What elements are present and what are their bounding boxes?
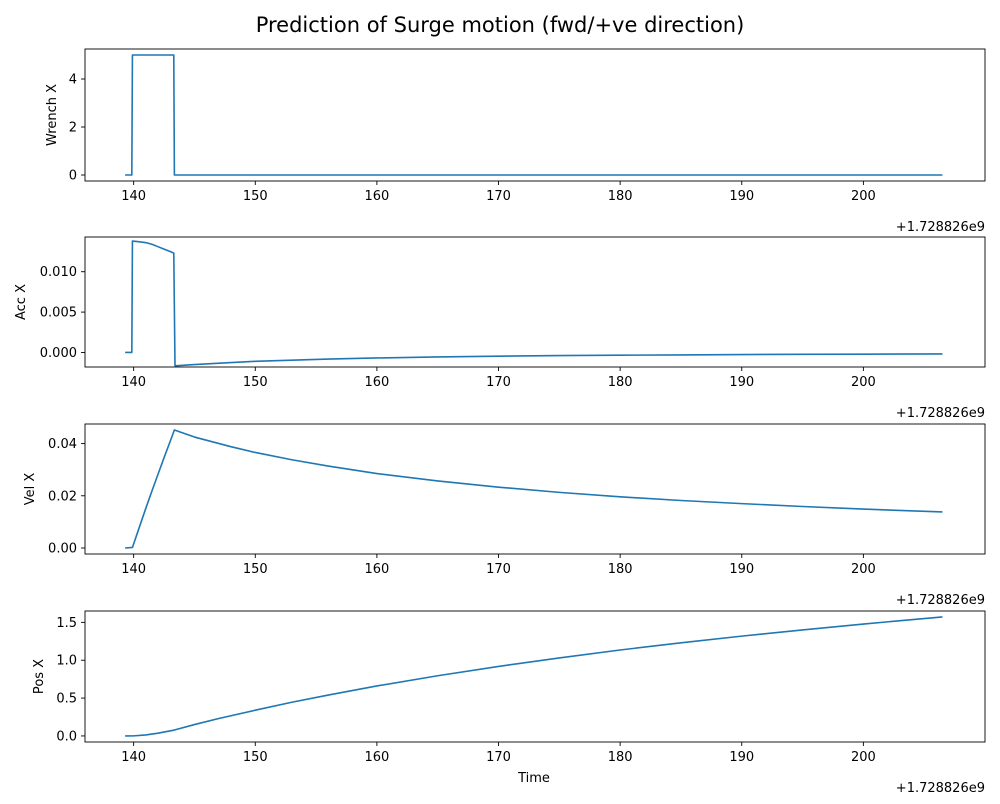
x-tick-label: 200 [851,189,876,204]
axes-frame [84,48,986,182]
x-offset-label: +1.728826e9 [896,220,985,235]
x-tick-label: 200 [851,562,876,577]
x-tick-label: 160 [364,189,389,204]
subplot-3: 140 150 160 170 180 190 200 0.00 0.02 0.04 Vel X +1… [23,423,986,608]
y-tick-label: 0.0 [56,729,77,744]
series-line [125,54,943,176]
y-axis-label: Vel X [23,473,38,506]
series-line [125,429,943,549]
x-axis-label: Time [517,771,550,786]
x-tick-label: 190 [729,375,754,390]
x-tick-label: 140 [121,375,146,390]
x-tick-label: 180 [608,562,633,577]
y-tick-label: 1.0 [56,654,77,669]
x-tick-label: 140 [121,189,146,204]
x-offset-label: +1.728826e9 [896,406,985,421]
x-tick-label: 150 [243,750,268,765]
subplot-2: 140 150 160 170 180 190 200 0.000 0.005 0.010 Acc … [14,236,986,421]
y-axis-label: Pos X [32,659,47,694]
x-tick-label: 180 [608,750,633,765]
x-tick-label: 180 [608,375,633,390]
x-tick-label: 200 [851,750,876,765]
subplot-1: 140 150 160 170 180 190 200 0 2 4 Wrench X +1.72882… [45,48,986,235]
y-tick-label: 0.04 [48,437,77,452]
y-tick-label: 0.000 [40,346,77,361]
x-tick-label: 200 [851,375,876,390]
y-tick-label: 0.5 [56,692,77,707]
y-tick-label: 4 [69,73,77,88]
subplot-4: 140 150 160 170 180 190 200 0.0 0.5 1.0 1.5 Pos X +1… [32,610,986,796]
x-tick-label: 150 [243,189,268,204]
figure-title: Prediction of Surge motion (fwd/+ve dire… [256,13,745,37]
axes-frame [84,423,986,555]
x-tick-label: 150 [243,375,268,390]
axes-frame [84,236,986,368]
x-tick-label: 190 [729,562,754,577]
series-line [125,616,943,737]
y-tick-label: 0 [69,169,77,184]
y-axis-label: Wrench X [45,84,60,146]
y-tick-label: 0.00 [48,541,77,556]
y-tick-label: 1.5 [56,616,77,631]
axes-frame [84,610,986,743]
y-tick-label: 0.010 [40,265,77,280]
x-tick-label: 170 [486,375,511,390]
x-tick-label: 190 [729,189,754,204]
y-axis-label: Acc X [14,284,29,320]
x-tick-label: 190 [729,750,754,765]
x-tick-label: 150 [243,562,268,577]
x-tick-label: 140 [121,750,146,765]
x-tick-label: 160 [364,750,389,765]
y-tick-label: 0.005 [40,306,77,321]
x-tick-label: 140 [121,562,146,577]
x-tick-label: 170 [486,562,511,577]
x-tick-label: 170 [486,750,511,765]
x-offset-label: +1.728826e9 [896,781,985,796]
x-tick-label: 160 [364,562,389,577]
x-tick-label: 160 [364,375,389,390]
y-tick-label: 0.02 [48,489,77,504]
x-tick-label: 180 [608,189,633,204]
y-tick-label: 2 [69,121,77,136]
x-tick-label: 170 [486,189,511,204]
x-offset-label: +1.728826e9 [896,593,985,608]
series-line [125,240,943,367]
